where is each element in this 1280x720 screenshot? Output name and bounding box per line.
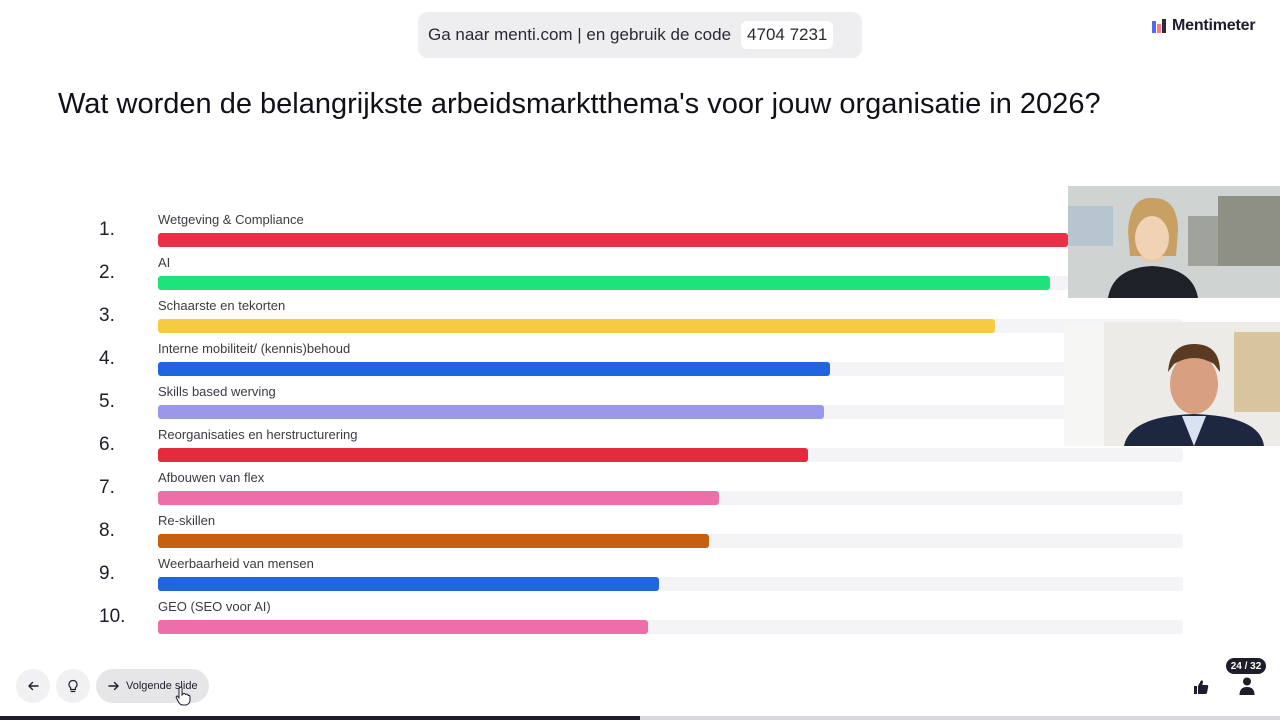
rank-number: 9. — [99, 563, 115, 584]
ranking-row: 5. Skills based werving — [0, 378, 1280, 421]
ranking-row: 2. AI — [0, 249, 1280, 292]
rank-bar-track — [158, 405, 1183, 419]
presentation-progress-bar — [0, 716, 1280, 720]
rank-bar-track — [158, 577, 1183, 591]
rank-bar — [158, 534, 709, 548]
ranking-row: 7. Afbouwen van flex — [0, 464, 1280, 507]
rank-bar — [158, 233, 1068, 247]
thumbs-up-icon[interactable] — [1192, 678, 1210, 696]
arrow-left-icon — [28, 681, 39, 691]
participant-video-1 — [1068, 186, 1280, 298]
ranking-row: 10. GEO (SEO voor AI) — [0, 593, 1280, 636]
ranking-row: 4. Interne mobiliteit/ (kennis)behoud — [0, 335, 1280, 378]
rank-bar-track — [158, 534, 1183, 548]
hint-button[interactable] — [56, 669, 90, 703]
brand-name: Mentimeter — [1172, 17, 1256, 34]
rank-label: GEO (SEO voor AI) — [158, 599, 271, 614]
ranking-row: 8. Re-skillen — [0, 507, 1280, 550]
rank-bar-track — [158, 448, 1183, 462]
rank-label: Wetgeving & Compliance — [158, 212, 304, 227]
rank-label: Interne mobiliteit/ (kennis)behoud — [158, 341, 351, 356]
rank-bar — [158, 491, 719, 505]
rank-number: 7. — [99, 477, 115, 498]
mentimeter-logo-icon — [1152, 19, 1166, 33]
join-instructions-banner: Ga naar menti.com | en gebruik de code 4… — [418, 12, 862, 58]
rank-bar-track — [158, 491, 1183, 505]
presentation-progress-fill — [0, 716, 640, 720]
rank-number: 4. — [99, 348, 115, 369]
rank-bar-track — [158, 319, 1183, 333]
next-slide-button[interactable]: Volgende slide — [96, 669, 209, 703]
join-instructions-text: Ga naar menti.com | en gebruik de code — [428, 25, 732, 44]
ranking-row: 9. Weerbaarheid van mensen — [0, 550, 1280, 593]
participant-video-2 — [1064, 322, 1280, 446]
rank-bar-track — [158, 233, 1183, 247]
rank-number: 10. — [99, 606, 126, 627]
rank-label: Skills based werving — [158, 384, 276, 399]
rank-number: 1. — [99, 219, 115, 240]
rank-bar — [158, 577, 659, 591]
join-code: 4704 7231 — [741, 21, 834, 49]
lightbulb-icon — [68, 679, 78, 693]
person-icon[interactable] — [1238, 676, 1256, 696]
rank-bar — [158, 276, 1050, 290]
rank-label: AI — [158, 255, 171, 270]
rank-bar — [158, 405, 824, 419]
rank-number: 5. — [99, 391, 115, 412]
rank-bar-track — [158, 362, 1183, 376]
question-title: Wat worden de belangrijkste arbeidsmarkt… — [58, 88, 1101, 120]
rank-bar — [158, 362, 830, 376]
rank-bar-track — [158, 620, 1183, 634]
rank-number: 8. — [99, 520, 115, 541]
slide-counter: 24 / 32 — [1226, 658, 1266, 674]
rank-bar — [158, 448, 808, 462]
rank-bar — [158, 319, 995, 333]
hand-cursor-icon — [175, 686, 191, 706]
rank-bar — [158, 620, 648, 634]
ranking-row: 1. Wetgeving & Compliance — [0, 206, 1280, 249]
rank-label: Reorganisaties en herstructurering — [158, 427, 358, 442]
ranking-row: 6. Reorganisaties en herstructurering — [0, 421, 1280, 464]
rank-number: 2. — [99, 262, 115, 283]
arrow-right-icon — [108, 681, 119, 691]
rank-bar-track — [158, 276, 1183, 290]
rank-label: Schaarste en tekorten — [158, 298, 286, 313]
rank-label: Re-skillen — [158, 513, 216, 528]
mentimeter-brand: Mentimeter — [1152, 17, 1256, 35]
rank-number: 3. — [99, 305, 115, 326]
rank-number: 6. — [99, 434, 115, 455]
ranking-row: 3. Schaarste en tekorten — [0, 292, 1280, 335]
rank-label: Afbouwen van flex — [158, 470, 265, 485]
previous-slide-button[interactable] — [16, 669, 50, 703]
rank-label: Weerbaarheid van mensen — [158, 556, 314, 571]
